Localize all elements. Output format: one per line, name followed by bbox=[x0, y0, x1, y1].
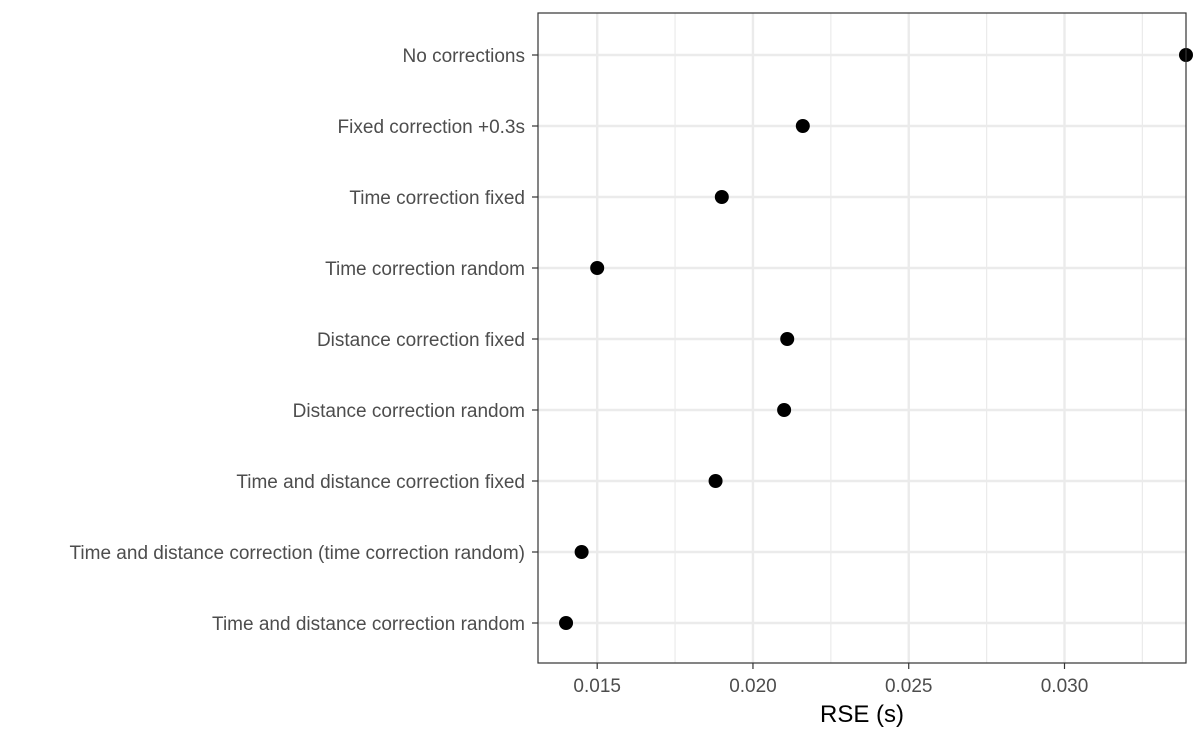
y-tick-label: Fixed correction +0.3s bbox=[338, 117, 525, 138]
data-points bbox=[559, 48, 1193, 630]
y-tick-label: Time and distance correction fixed bbox=[236, 472, 525, 493]
x-tick-label: 0.015 bbox=[573, 676, 621, 697]
data-point bbox=[574, 545, 589, 559]
y-tick-label: Time and distance correction (time corre… bbox=[70, 543, 525, 564]
y-tick-label: Distance correction random bbox=[293, 401, 525, 422]
grid-lines bbox=[538, 13, 1186, 663]
data-point bbox=[795, 119, 810, 133]
x-tick-label: 0.025 bbox=[885, 676, 933, 697]
y-tick-label: Time and distance correction random bbox=[212, 614, 525, 635]
y-tick-label: No corrections bbox=[403, 46, 526, 67]
data-point bbox=[714, 190, 729, 204]
data-point bbox=[777, 403, 792, 417]
x-tick-label: 0.030 bbox=[1041, 676, 1089, 697]
data-point bbox=[559, 616, 574, 630]
y-axis: No corrections Fixed correction +0.3s Time… bbox=[70, 46, 538, 635]
data-point bbox=[590, 261, 605, 275]
data-point bbox=[708, 474, 723, 488]
x-tick-label: 0.020 bbox=[729, 676, 777, 697]
y-tick-label: Time correction random bbox=[325, 259, 525, 280]
data-point bbox=[780, 332, 795, 346]
x-axis: 0.015 0.020 0.025 0.030 bbox=[573, 663, 1088, 697]
x-axis-title: RSE (s) bbox=[820, 701, 904, 728]
y-tick-label: Distance correction fixed bbox=[317, 330, 525, 351]
y-tick-label: Time correction fixed bbox=[349, 188, 525, 209]
panel-border bbox=[537, 12, 1187, 664]
